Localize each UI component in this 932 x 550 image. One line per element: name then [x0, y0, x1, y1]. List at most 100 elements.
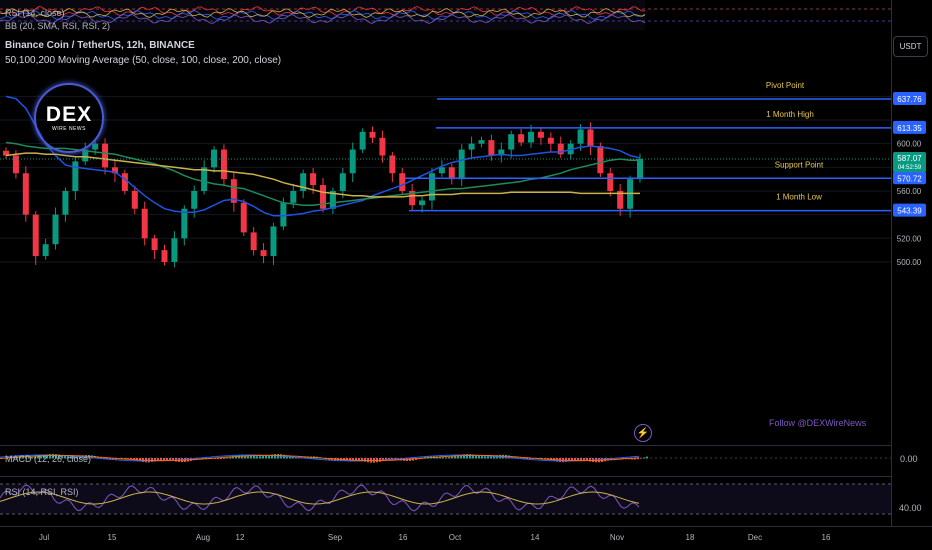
time-tick-label: Aug: [196, 533, 210, 542]
candle-body: [428, 173, 435, 201]
macd-histogram-bar: [217, 458, 219, 460]
macd-histogram-bar: [478, 455, 480, 459]
candle-body: [310, 173, 317, 186]
top-indicator-line: [0, 8, 646, 18]
macd-histogram-bar: [442, 457, 444, 459]
candle-body: [359, 131, 366, 150]
candle-body: [597, 146, 604, 174]
candle-body: [290, 190, 297, 203]
time-tick-label: Oct: [449, 533, 462, 542]
macd-histogram-bar: [232, 456, 234, 459]
dex-logo: DEX WIRE NEWS: [34, 83, 104, 153]
candle-body: [557, 143, 564, 155]
candle-body: [102, 143, 109, 168]
candle-body: [617, 190, 624, 209]
candle-body: [3, 150, 9, 156]
macd-histogram-bar: [622, 458, 624, 459]
level-annotation: 1 Month Low: [776, 193, 822, 202]
logo-subtext: WIRE NEWS: [52, 126, 86, 132]
follow-text: Follow @DEXWireNews: [769, 418, 867, 428]
candle-body: [577, 129, 584, 144]
time-tick-label: 16: [399, 533, 408, 542]
symbol-title[interactable]: Binance Coin / TetherUS, 12h, BINANCE: [5, 40, 195, 51]
candle-body: [32, 214, 39, 257]
candle-body: [537, 131, 544, 138]
time-tick-label: 15: [108, 533, 117, 542]
macd-histogram-bar: [28, 456, 30, 459]
macd-histogram-bar: [400, 458, 402, 461]
candle-body: [191, 190, 198, 209]
macd-histogram-bar: [469, 454, 471, 459]
candle-body: [438, 167, 445, 174]
time-tick-label: 12: [236, 533, 245, 542]
candle-body: [547, 137, 554, 144]
candle-body: [458, 149, 465, 180]
macd-histogram-bar: [352, 458, 354, 460]
level-annotation: 1 Month High: [766, 110, 814, 119]
price-pane[interactable]: Pivot Point 637.76 1 Month High 613.35 Suppo…: [0, 0, 932, 526]
candle-body: [42, 244, 49, 257]
macd-histogram-bar: [43, 454, 45, 459]
time-tick-label: Nov: [610, 533, 624, 542]
macd-histogram-bar: [76, 456, 78, 459]
rsi-band: [0, 484, 891, 514]
macd-histogram-bar: [574, 458, 576, 461]
top-indicator-line: [0, 6, 646, 16]
currency-button[interactable]: USDT: [893, 36, 928, 57]
macd-histogram-bar: [163, 458, 165, 461]
macd-histogram-bar: [256, 456, 258, 459]
rsi-label[interactable]: RSI (14, RSI, RSI): [5, 487, 79, 497]
time-tick-label: Sep: [328, 533, 343, 542]
candle-body: [270, 226, 277, 257]
macd-histogram-bar: [40, 455, 42, 459]
macd-histogram-bar: [70, 456, 72, 459]
macd-histogram-bar: [541, 457, 543, 459]
macd-histogram-bar: [295, 457, 297, 459]
macd-histogram-bar: [229, 456, 231, 459]
candle-body: [111, 167, 118, 174]
level-price-label: 613.35: [897, 124, 922, 133]
macd-histogram-bar: [112, 458, 114, 460]
macd-histogram-bar: [391, 458, 393, 460]
macd-histogram-bar: [331, 458, 333, 461]
macd-histogram-bar: [526, 458, 528, 460]
macd-histogram-bar: [262, 456, 264, 459]
macd-histogram-bar: [544, 458, 546, 459]
macd-histogram-bar: [271, 454, 273, 459]
candle-body: [488, 140, 495, 156]
top-indicator-line: [0, 14, 646, 24]
candle-body: [419, 200, 426, 206]
macd-histogram-bar: [577, 458, 579, 461]
macd-histogram-bar: [361, 458, 363, 462]
macd-label[interactable]: MACD (12, 26, close): [5, 454, 92, 464]
candle-body: [637, 158, 643, 180]
macd-histogram-bar: [58, 454, 60, 459]
macd-histogram-bar: [292, 456, 294, 459]
macd-histogram-bar: [388, 458, 390, 460]
macd-histogram-bar: [475, 454, 477, 459]
macd-histogram-bar: [358, 458, 360, 461]
macd-line: [0, 454, 640, 462]
candle-body: [181, 208, 188, 239]
macd-signal-line: [0, 454, 640, 462]
macd-histogram-bar: [385, 458, 387, 461]
macd-histogram-bar: [586, 458, 588, 461]
lightning-icon[interactable]: ⚡: [634, 424, 652, 442]
rsi-axis-label: 40.00: [899, 503, 922, 513]
time-axis[interactable]: Jul 15 Aug 12 Sep 16 Oct 14 Nov 18 Dec 16: [0, 526, 932, 550]
candle-body: [607, 173, 614, 191]
macd-histogram-bar: [508, 455, 510, 459]
macd-histogram-bar: [154, 458, 156, 462]
candle-body: [528, 131, 535, 143]
rsi-pane: [0, 476, 891, 515]
macd-histogram-bar: [268, 454, 270, 459]
time-tick-label: 18: [686, 533, 695, 542]
candle-body: [121, 173, 128, 191]
ma-legend[interactable]: 50,100,200 Moving Average (50, close, 10…: [5, 55, 282, 66]
candle-body: [379, 137, 386, 156]
macd-histogram-bar: [133, 458, 135, 460]
macd-pane: [0, 445, 891, 463]
macd-histogram-bar: [481, 456, 483, 459]
last-price-tag: [893, 151, 926, 172]
